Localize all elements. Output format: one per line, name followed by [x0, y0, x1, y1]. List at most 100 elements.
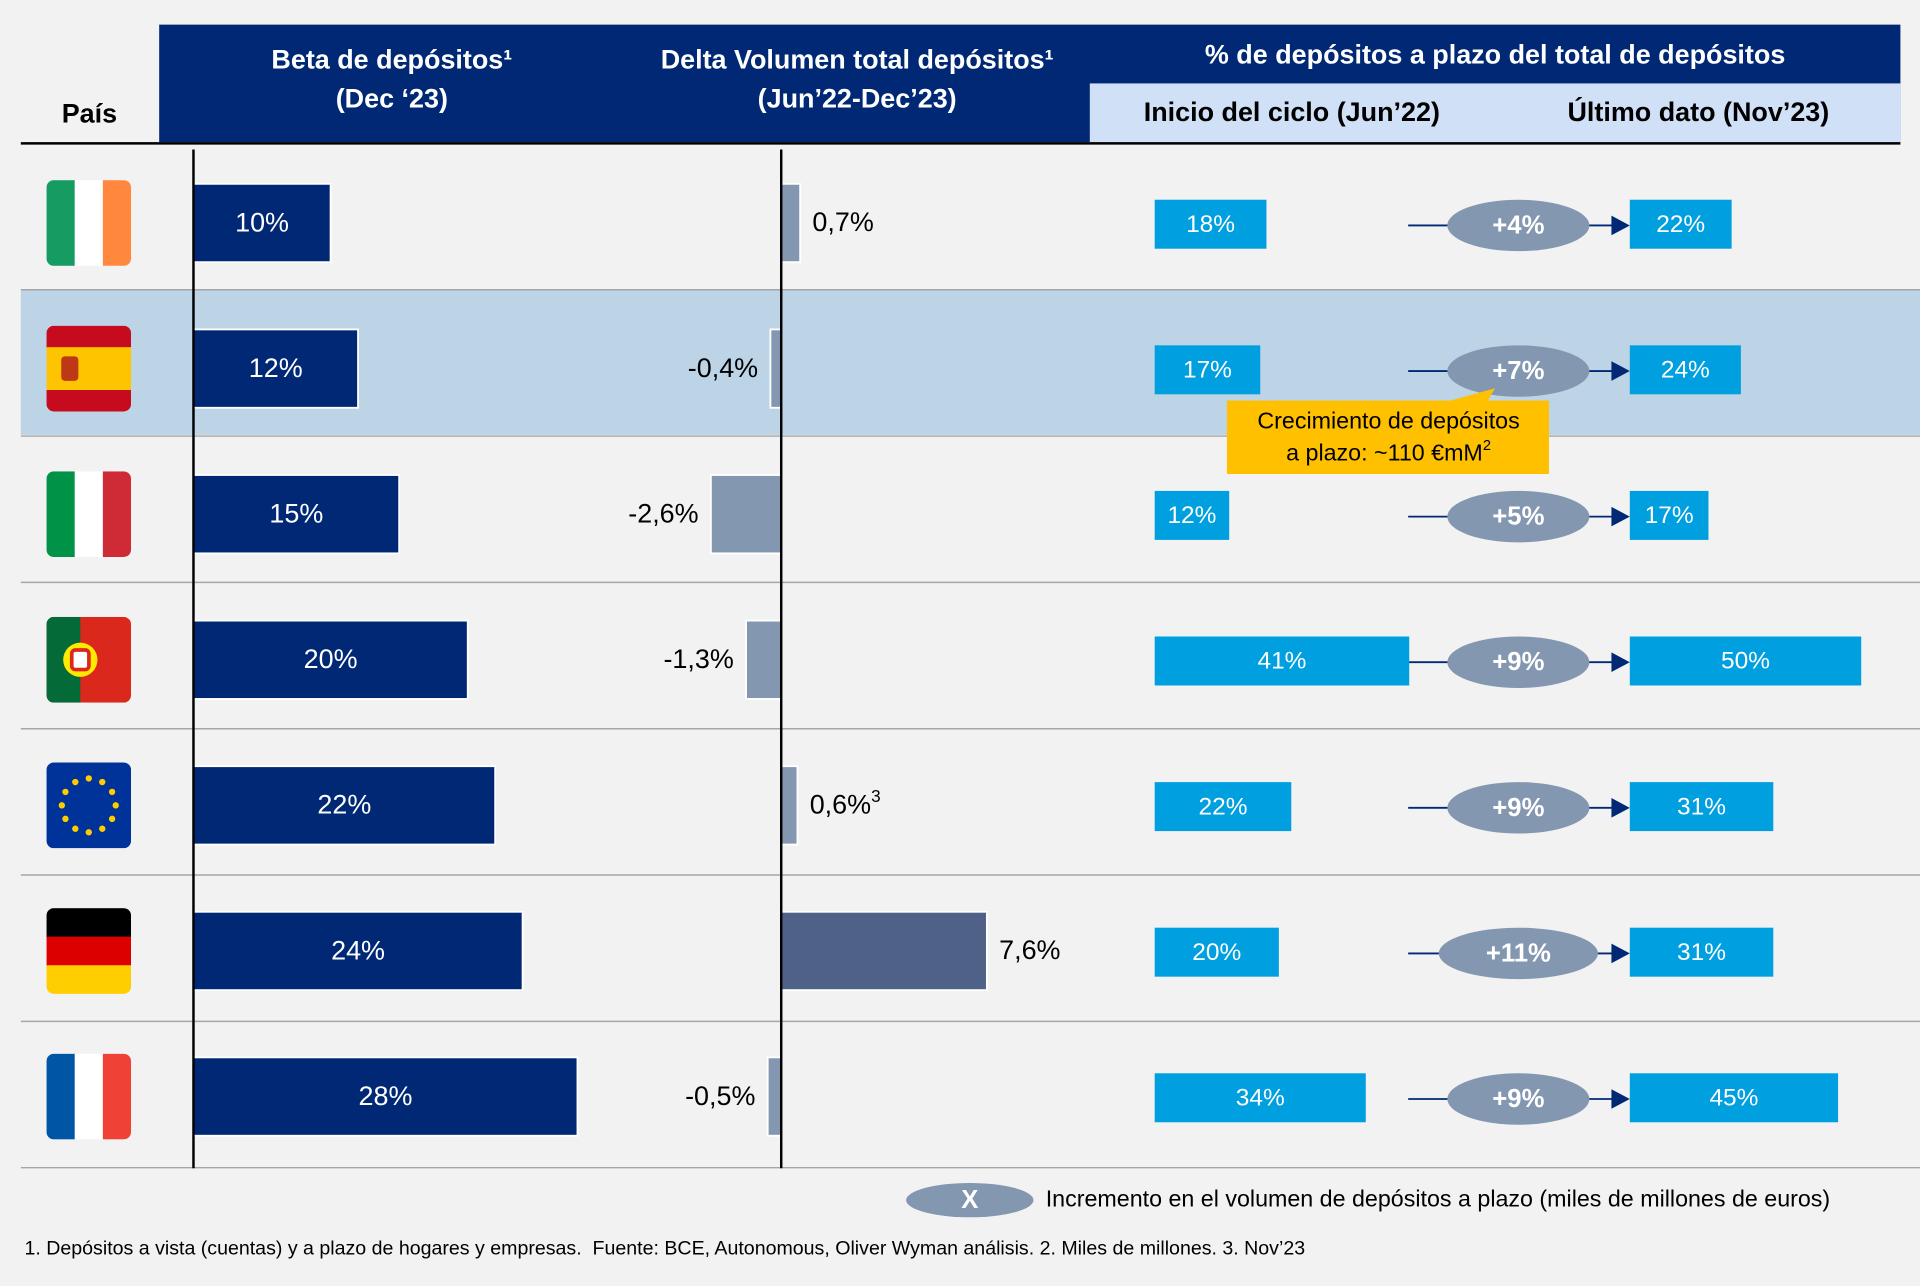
start-bar [1154, 345, 1261, 395]
arrow-head [1611, 215, 1630, 236]
header-beta-period: (Dec ‘23) [336, 84, 448, 114]
arrow-head [1611, 361, 1630, 381]
flag-star [99, 778, 106, 786]
increase-ellipse [1438, 927, 1598, 980]
flag-body [46, 180, 132, 266]
legend-symbol [906, 1183, 1034, 1218]
increase-label: +9% [1492, 648, 1544, 676]
flag-body [46, 616, 132, 703]
flag-emblem [61, 356, 79, 381]
start-bar [1154, 1073, 1366, 1123]
end-label: 31% [1677, 939, 1726, 966]
end-bar [1629, 782, 1774, 832]
increase-label: +11% [1486, 939, 1551, 967]
delta-value: -0,4% [688, 353, 758, 383]
beta-bar [192, 619, 469, 700]
start-bar [1154, 490, 1230, 540]
start-label: 22% [1198, 793, 1247, 820]
beta-label: 12% [249, 353, 303, 383]
beta-bar [192, 910, 524, 992]
end-bar [1629, 636, 1862, 686]
delta-value: 0,7% [812, 207, 873, 237]
beta-bar [192, 765, 497, 846]
end-bar [1629, 1073, 1839, 1123]
flag-body [46, 762, 132, 849]
start-bar [1154, 927, 1279, 977]
increase-label: +5% [1492, 503, 1544, 531]
increase-label: +4% [1492, 211, 1544, 239]
callout-text: a plazo: ~110 €mM [1286, 440, 1483, 466]
increase-ellipse [1447, 199, 1590, 252]
flag-stripe [74, 471, 104, 558]
flag-emblem [69, 648, 91, 672]
flag-stripe [74, 180, 104, 266]
arrow-head [1611, 652, 1630, 673]
start-label: 12% [1167, 502, 1216, 529]
arrow-head [1611, 943, 1630, 964]
header-beta: Beta de depósitos¹ [271, 44, 512, 74]
start-bar [1154, 782, 1292, 832]
start-bar [1154, 636, 1410, 686]
flag-star [85, 775, 92, 782]
flag-stripe [46, 180, 76, 266]
flag-stripe [46, 390, 132, 412]
footnote: 1. Depósitos a vista (cuentas) y a plazo… [24, 1237, 1305, 1259]
delta-value: 0,6% [810, 790, 871, 820]
rows: 10% 0,7% 18% +4% 22% 12% -0,4% 17% +7% 24% 15% -2,6… [20, 180, 1920, 1169]
start-label: 20% [1192, 939, 1241, 966]
delta-label: 0,7% [812, 207, 873, 237]
flag [46, 471, 132, 558]
flag-star [62, 788, 69, 796]
delta-bar [745, 619, 783, 700]
beta-label: 28% [359, 1081, 413, 1111]
flag-stripe [46, 936, 132, 966]
flag-star [112, 802, 119, 809]
header-delta-period: (Jun’22-Dec’23) [758, 84, 957, 114]
end-label: 45% [1709, 1084, 1758, 1111]
flag-star [62, 815, 69, 823]
callout-note: 2 [1483, 438, 1491, 454]
delta-value: -1,3% [663, 644, 733, 674]
delta-value: -2,6% [628, 499, 698, 529]
increase-label: +9% [1492, 794, 1544, 822]
delta-label: -0,5% [685, 1081, 755, 1111]
beta-bar [192, 1056, 579, 1137]
flag-stripe [46, 1053, 76, 1140]
callout-line1: Crecimiento de depósitos [1257, 408, 1519, 434]
callout-line2: a plazo: ~110 €mM2 [1286, 438, 1491, 466]
end-bar [1629, 199, 1732, 249]
increase-ellipse [1447, 782, 1590, 834]
delta-label: 0,6%3 [810, 785, 881, 819]
start-label: 18% [1186, 211, 1235, 238]
flag [46, 180, 132, 266]
delta-value: -0,5% [685, 1081, 755, 1111]
beta-bar [192, 474, 401, 555]
callout: Crecimiento de depósitos a plazo: ~110 €… [1226, 388, 1549, 475]
start-label: 41% [1257, 648, 1306, 675]
flag [46, 908, 132, 994]
flag-star [108, 815, 116, 823]
flag-stripe [74, 1053, 104, 1140]
flag-star [85, 829, 92, 836]
flag-stripe [46, 965, 132, 994]
flag-stripe [102, 180, 132, 266]
delta-label: -0,4% [688, 353, 758, 383]
flag-body [46, 471, 132, 558]
flag [46, 1053, 132, 1140]
header-term: % de depósitos a plazo del total de depó… [1205, 40, 1785, 70]
flag-stripe [46, 908, 132, 938]
increase-ellipse [1447, 490, 1590, 543]
beta-label: 10% [235, 207, 289, 237]
end-label: 50% [1721, 648, 1770, 675]
start-label: 34% [1236, 1084, 1285, 1111]
flag-star [72, 778, 79, 786]
delta-label: -1,3% [663, 644, 733, 674]
flag-star [108, 788, 116, 796]
flag-star [58, 802, 66, 809]
beta-bar [192, 328, 359, 409]
arrow-head [1611, 798, 1630, 818]
delta-label: -2,6% [628, 499, 698, 529]
end-label: 22% [1656, 211, 1705, 238]
end-label: 31% [1677, 793, 1726, 820]
subheader-band [1089, 83, 1901, 143]
